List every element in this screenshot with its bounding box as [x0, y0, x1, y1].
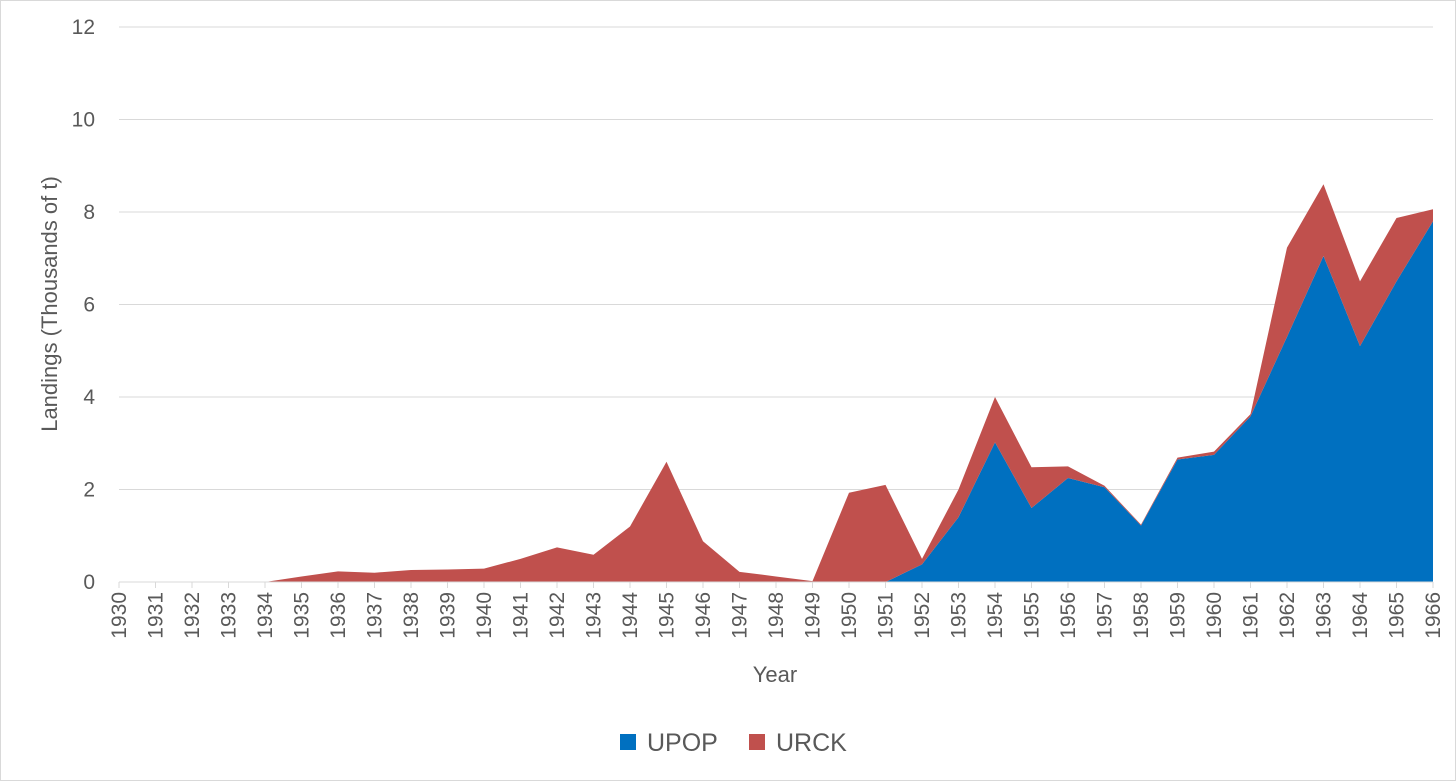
x-tick-label: 1965 [1386, 592, 1409, 639]
y-tick-label: 6 [83, 294, 95, 317]
x-tick-label: 1946 [692, 592, 715, 639]
gridlines [119, 26, 1433, 490]
x-tick-label: 1933 [218, 592, 241, 639]
legend-swatch-urck [749, 734, 765, 750]
y-tick-label: 4 [83, 386, 95, 409]
x-tick-label: 1963 [1313, 592, 1336, 639]
y-tick-label: 10 [72, 109, 95, 132]
y-tick-label: 8 [83, 201, 95, 224]
x-tick-label: 1950 [838, 592, 861, 639]
x-tick-label: 1966 [1422, 592, 1445, 639]
area-series [119, 184, 1433, 582]
x-tick-label: 1932 [181, 592, 204, 639]
x-tick-label: 1964 [1349, 592, 1372, 639]
x-tick-label: 1945 [656, 592, 679, 639]
area-upop [119, 221, 1433, 582]
x-tick-label: 1953 [948, 592, 971, 639]
x-tick-label: 1962 [1276, 592, 1299, 639]
x-tick-label: 1947 [729, 592, 752, 639]
x-tick-label: 1930 [108, 592, 131, 639]
x-tick-label: 1958 [1130, 592, 1153, 639]
x-tick-label: 1941 [510, 592, 533, 639]
x-tick-label: 1960 [1203, 592, 1226, 639]
x-tick-label: 1957 [1094, 592, 1117, 639]
x-tick-label: 1931 [145, 592, 168, 639]
x-tick-label: 1936 [327, 592, 350, 639]
y-axis-ticks: 0 2 4 6 8 10 12 [72, 16, 96, 594]
x-tick-label: 1955 [1021, 592, 1044, 639]
legend: UPOP URCK [620, 729, 847, 757]
x-tick-label: 1959 [1167, 592, 1190, 639]
legend-label-upop: UPOP [647, 729, 718, 757]
y-tick-label: 2 [83, 479, 95, 502]
legend-label-urck: URCK [776, 729, 847, 757]
x-tick-label: 1937 [364, 592, 387, 639]
x-tick-label: 1942 [546, 592, 569, 639]
legend-swatch-upop [620, 734, 636, 750]
x-tick-label: 1939 [437, 592, 460, 639]
x-tick-label: 1944 [619, 592, 642, 639]
x-tick-label: 1949 [802, 592, 825, 639]
x-tick-label: 1961 [1240, 592, 1263, 639]
y-tick-label: 0 [83, 571, 95, 594]
y-tick-label: 12 [72, 16, 95, 39]
x-tick-label: 1952 [911, 592, 934, 639]
x-tick-label: 1934 [254, 592, 277, 639]
x-tick-label: 1943 [583, 592, 606, 639]
x-tick-label: 1948 [765, 592, 788, 639]
x-axis: 1930 1931 1932 1933 1934 1935 1936 1937 1938 1939… [108, 581, 1445, 639]
x-tick-label: 1956 [1057, 592, 1080, 639]
area-urck [119, 184, 1433, 582]
x-tick-label: 1954 [984, 592, 1007, 639]
x-tick-label: 1940 [473, 592, 496, 639]
x-tick-label: 1951 [875, 592, 898, 639]
x-tick-label: 1935 [291, 592, 314, 639]
y-axis-title: Landings (Thousands of t) [37, 176, 62, 432]
x-axis-title: Year [753, 662, 797, 687]
x-tick-label: 1938 [400, 592, 423, 639]
